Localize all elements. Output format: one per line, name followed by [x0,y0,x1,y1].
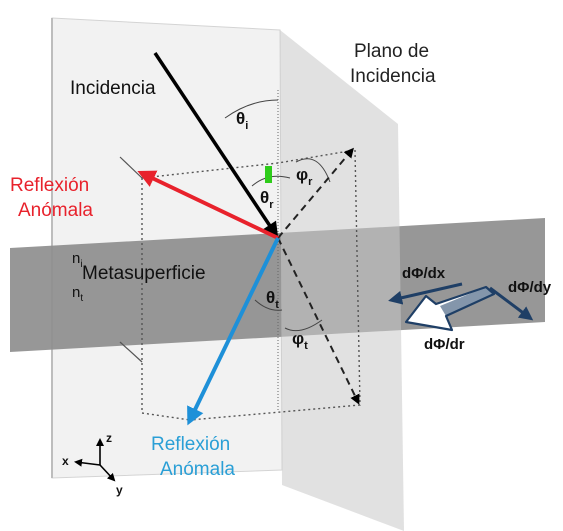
n-t-label: nt [72,284,83,304]
grad-r-label: dΦ/dr [424,336,465,353]
theta-r-sub: r [269,199,274,211]
transmitted-projection-line [277,237,360,405]
theta-i-base: θ [236,109,245,128]
n-t-base: n [72,284,80,301]
reflection-blue-label-line2: Anómala [160,459,235,480]
phi-r-base: φ [296,165,308,184]
theta-t-sub: t [275,299,279,311]
theta-i-sub: i [245,120,248,132]
reflection-blue-label-line1: Reflexión [151,434,230,455]
axis-y-line [99,464,116,482]
n-t-sub: t [80,293,83,304]
n-i-label: ni [72,250,83,270]
angle-arcs [224,99,331,332]
incidence-label: Incidencia [70,78,156,99]
gradient-y-arrow [489,286,534,321]
phase-gradient-arrows [388,282,534,332]
gradient-r-arrow-shade [440,287,494,316]
incident-ray [153,52,279,239]
reflection-red-label-line1: Reflexión [10,175,89,196]
axis-x-line [74,458,101,467]
grad-y-label: dΦ/dy [508,279,552,296]
reflected-ray [137,170,279,240]
theta-r-base: θ [260,188,269,207]
coordinate-axes [74,438,116,482]
metasurface-label: Metasuperficie [82,263,206,284]
phi-t-label: φt [292,329,308,352]
phi-r-label: φr [296,165,313,188]
axis-z-label: z [106,431,112,445]
axis-y-label: y [116,483,123,497]
phi-t-base: φ [292,329,304,348]
n-i-sub: i [80,259,82,270]
grad-x-label: dΦ/dx [402,265,446,282]
gradient-x-arrow [388,282,463,305]
incidence-plane-label-line2: Incidencia [350,66,436,87]
theta-r-label: θr [260,188,274,211]
incidence-plane [280,30,404,531]
reflection-red-label-line2: Anómala [18,200,93,221]
phi-r-sub: r [308,176,313,188]
incidence-plane-label-line1: Plano de [354,41,429,62]
theta-t-label: θt [266,288,279,311]
theta-t-base: θ [266,288,275,307]
green-marker [265,166,272,183]
n-i-base: n [72,250,80,267]
phi-t-sub: t [304,340,308,352]
theta-i-label: θi [236,109,248,132]
axis-x-label: x [62,454,69,468]
refracted-ray [187,237,280,426]
